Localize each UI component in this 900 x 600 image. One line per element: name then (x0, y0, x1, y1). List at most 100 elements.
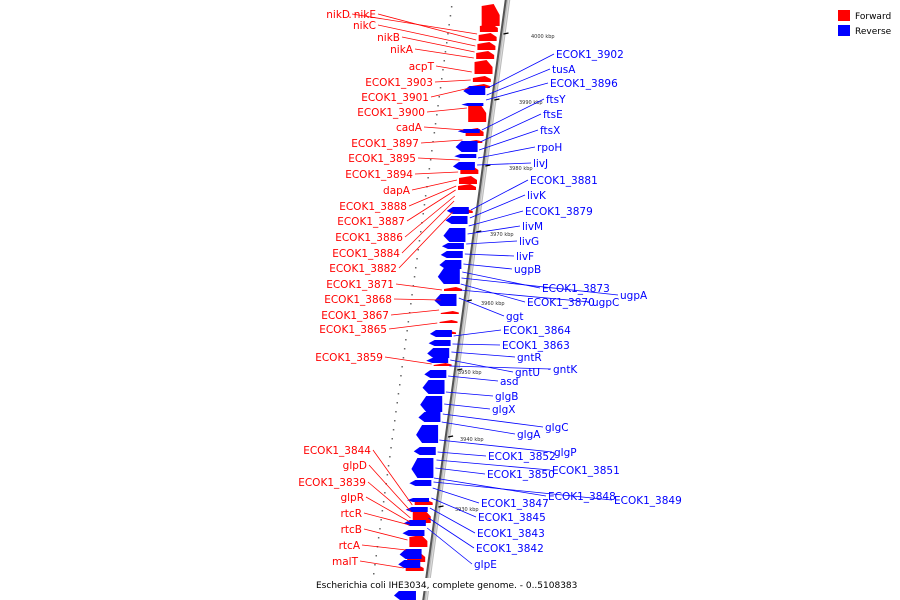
forward-gene-arrow (479, 24, 498, 32)
reverse-gene-label: ggt (506, 311, 523, 323)
forward-gene-arrow (478, 33, 497, 41)
tick-label: 3950 kbp (458, 370, 482, 376)
reverse-gene-arrow (427, 348, 450, 358)
reverse-gene-arrow (441, 243, 464, 249)
forward-gene-label: glpD (343, 460, 367, 472)
reverse-gene-label: ECOK1_3870 (527, 297, 595, 309)
forward-gene-label: nikE (354, 9, 376, 21)
reverse-leader-line (435, 467, 486, 475)
genome-caption: Escherichia coli IHE3034, complete genom… (316, 581, 577, 591)
leader-lines (351, 13, 619, 569)
reverse-gene-arrow (429, 330, 452, 337)
forward-gene-label: nikD (326, 9, 350, 21)
forward-leader-line (417, 157, 460, 161)
reverse-leader-line (432, 487, 480, 504)
forward-gene-label: ECOK1_3901 (361, 92, 429, 104)
reverse-leader-line (444, 403, 491, 410)
forward-gene-arrow (440, 311, 459, 314)
forward-leader-line (411, 179, 458, 191)
forward-leader-line (393, 298, 441, 301)
reverse-gene-label: ECOK1_3902 (556, 49, 624, 61)
forward-gene-label: ECOK1_3897 (351, 138, 419, 150)
reverse-leader-line (433, 477, 547, 497)
reverse-gene-label: gntK (553, 364, 578, 376)
forward-gene-arrow (458, 176, 477, 184)
reverse-gene-arrow (424, 370, 447, 378)
tick-label: 3980 kbp (509, 166, 533, 172)
reverse-gene-label: ECOK1_3849 (614, 495, 682, 507)
forward-gene-label: ECOK1_3865 (319, 324, 387, 336)
forward-gene-label: nikB (377, 32, 400, 44)
forward-leader-line (359, 560, 404, 569)
reverse-leader-line (478, 129, 539, 151)
forward-leader-line (363, 512, 410, 526)
forward-leader-line (430, 87, 470, 98)
reverse-gene-arrow (403, 520, 426, 526)
reverse-gene-arrow (413, 447, 436, 455)
reverse-gene-label: ECOK1_3847 (481, 498, 549, 510)
reverse-leader-line (450, 359, 514, 373)
reverse-gene-label: ECOK1_3881 (530, 175, 598, 187)
reverse-leader-line (477, 162, 532, 166)
reverse-gene-label: glgB (495, 391, 518, 403)
forward-gene-label: ECOK1_3894 (345, 169, 413, 181)
forward-gene-arrow (474, 60, 493, 74)
reverse-gene-label: ECOK1_3896 (550, 78, 618, 90)
reverse-gene-label: ECOK1_3842 (476, 543, 544, 555)
reverse-gene-arrow (440, 251, 463, 258)
reverse-leader-line (481, 98, 545, 131)
reverse-leader-line (470, 179, 529, 211)
forward-leader-line (401, 200, 455, 254)
reverse-gene-label: glgA (517, 429, 541, 441)
reverse-gene-label: livF (516, 251, 534, 263)
forward-leader-line (388, 322, 438, 330)
label-separator: . (348, 9, 351, 21)
reverse-gene-label: ftsE (543, 109, 563, 121)
reverse-gene-label: ECOK1_3863 (502, 340, 570, 352)
reverse-gene-arrow (455, 141, 478, 152)
reverse-leader-line (463, 263, 513, 270)
reverse-gene-arrow (393, 590, 416, 600)
forward-gene-label: malT (332, 556, 359, 568)
reverse-gene-label: ECOK1_3845 (478, 512, 546, 524)
reverse-leader-line (436, 459, 551, 471)
reverse-gene-arrow (445, 216, 468, 224)
tick-marks: 4000 kbp 3990 kbp 3980 kbp 3970 kbp 3960 kbp… (438, 32, 555, 513)
reverse-gene-label: ugpA (620, 290, 648, 302)
reverse-gene-arrow (418, 412, 441, 422)
reverse-gene-label: ECOK1_3851 (552, 465, 620, 477)
forward-gene-label: rtcB (341, 524, 362, 536)
reverse-gene-arrow (461, 103, 484, 106)
reverse-leader-line (468, 210, 524, 227)
caption-background (314, 578, 586, 591)
forward-gene-label: ECOK1_3868 (324, 294, 392, 306)
reverse-gene-label: ECOK1_3843 (477, 528, 545, 540)
forward-leader-line (384, 356, 432, 365)
forward-leader-line (390, 309, 440, 316)
reverse-gene-label: tusA (552, 64, 576, 76)
forward-gene-label: ECOK1_3888 (339, 201, 407, 213)
forward-gene-arrow (481, 4, 500, 26)
reverse-leader-line (487, 53, 555, 89)
reverse-gene-arrow (402, 530, 425, 536)
forward-leader-line (404, 195, 456, 238)
reverse-gene-label: ECOK1_3879 (525, 206, 593, 218)
legend-forward-swatch (838, 10, 850, 21)
reverse-leader-line (426, 527, 473, 565)
reverse-gene-arrow (452, 162, 475, 170)
reverse-leader-line (441, 421, 516, 435)
reverse-gene-label: ugpC (592, 297, 619, 309)
forward-gene-label: cadA (396, 122, 423, 134)
reverse-gene-label: livG (519, 236, 539, 248)
legend-reverse-swatch (838, 25, 850, 36)
forward-leader-line (361, 544, 407, 551)
forward-gene-label: rtcR (340, 508, 362, 520)
forward-leader-line (395, 283, 442, 291)
legend: Forward Reverse (838, 10, 892, 37)
reverse-gene-arrow (416, 425, 439, 443)
label-separator: · (547, 364, 550, 376)
forward-gene-arrow (439, 320, 458, 323)
reverse-leader-line (448, 375, 499, 382)
reverse-leader-line (451, 351, 516, 358)
reverse-gene-arrow (409, 480, 432, 486)
